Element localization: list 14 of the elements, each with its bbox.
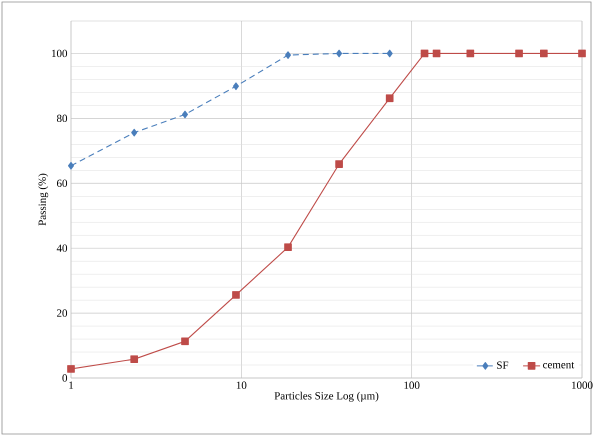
y-tick-label: 40 [56,244,68,252]
x-tick-label: 10 [236,382,246,389]
y-tick-label: 20 [57,309,68,317]
y-tick-label: 0 [62,374,68,382]
legend-label: SF [497,362,508,369]
legend-label: cement [543,362,574,368]
x-tick-label: 1 [69,382,74,389]
y-tick-label: 100 [52,50,68,58]
x-axis-title: Particles Size Log (µm) [274,392,378,402]
x-tick-label: 100 [404,382,420,389]
y-tick-label: 80 [56,114,68,122]
x-tick-label: 1000 [572,382,593,389]
y-tick-label: 60 [56,180,68,187]
y-axis-title: Passing (%) [38,174,48,226]
